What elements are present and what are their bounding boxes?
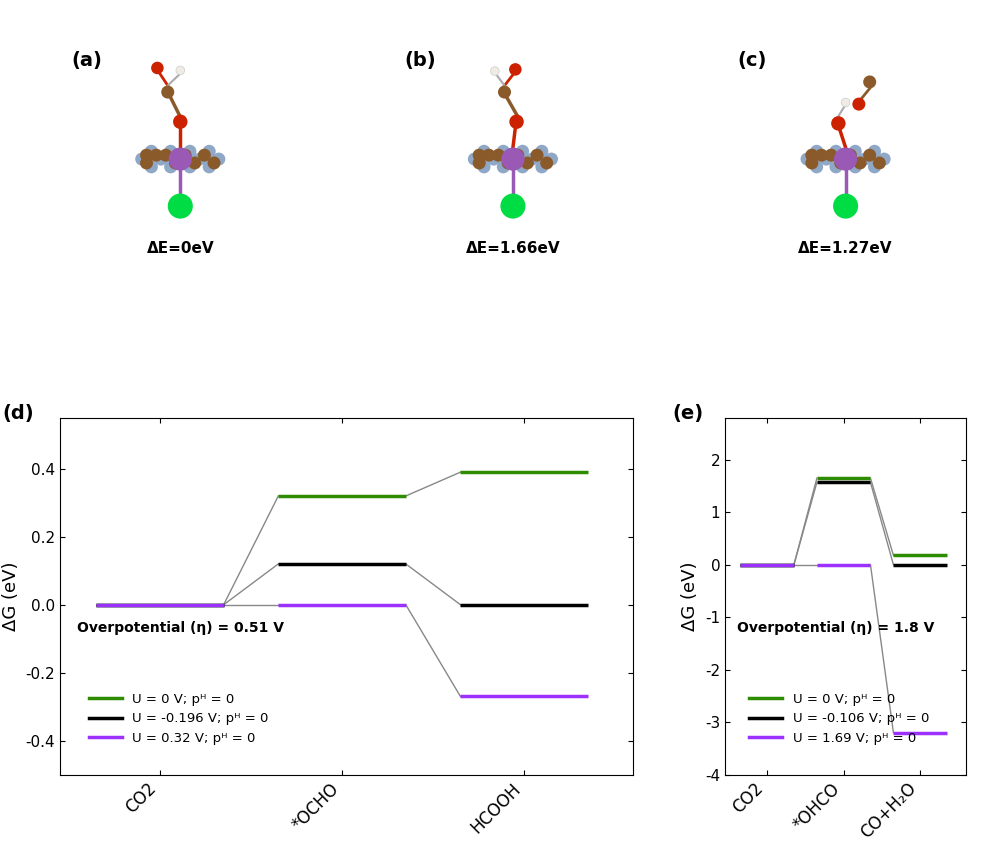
Circle shape — [212, 152, 225, 166]
Circle shape — [810, 145, 823, 157]
Legend: U = 0 V; pᴴ = 0, U = -0.196 V; pᴴ = 0, U = 0.32 V; pᴴ = 0: U = 0 V; pᴴ = 0, U = -0.196 V; pᴴ = 0, U… — [84, 687, 274, 750]
Text: (a): (a) — [72, 51, 103, 70]
Circle shape — [193, 152, 206, 166]
Circle shape — [164, 145, 177, 157]
Circle shape — [833, 194, 859, 219]
Circle shape — [864, 149, 876, 162]
Circle shape — [482, 149, 495, 162]
Circle shape — [501, 147, 525, 171]
Circle shape — [492, 149, 505, 162]
Circle shape — [536, 160, 549, 173]
Text: (c): (c) — [737, 51, 767, 70]
Circle shape — [151, 61, 163, 74]
Circle shape — [477, 145, 490, 157]
Circle shape — [834, 147, 858, 171]
Circle shape — [839, 152, 853, 166]
Circle shape — [815, 149, 828, 162]
Circle shape — [203, 145, 216, 157]
Circle shape — [144, 160, 158, 173]
Circle shape — [144, 145, 158, 157]
Circle shape — [849, 160, 862, 173]
Circle shape — [521, 157, 534, 169]
Circle shape — [853, 98, 866, 110]
Circle shape — [859, 152, 872, 166]
Circle shape — [835, 157, 848, 169]
Circle shape — [806, 149, 819, 162]
Circle shape — [854, 157, 867, 169]
Circle shape — [531, 149, 544, 162]
Circle shape — [545, 152, 558, 166]
Circle shape — [872, 157, 885, 169]
Circle shape — [516, 145, 529, 157]
Legend: U = 0 V; pᴴ = 0, U = -0.106 V; pᴴ = 0, U = 1.69 V; pᴴ = 0: U = 0 V; pᴴ = 0, U = -0.106 V; pᴴ = 0, U… — [744, 687, 934, 750]
Circle shape — [868, 160, 881, 173]
Circle shape — [487, 152, 500, 166]
Circle shape — [506, 152, 520, 166]
Circle shape — [490, 67, 499, 76]
Circle shape — [502, 157, 515, 169]
Circle shape — [167, 194, 193, 219]
Circle shape — [830, 160, 843, 173]
Text: ΔE=0eV: ΔE=0eV — [146, 241, 214, 256]
Y-axis label: ΔG (eV): ΔG (eV) — [681, 562, 699, 631]
Circle shape — [207, 157, 220, 169]
Circle shape — [159, 149, 172, 162]
Circle shape — [154, 152, 167, 166]
Text: (d): (d) — [2, 403, 34, 423]
Circle shape — [497, 160, 510, 173]
Text: ΔE=1.66eV: ΔE=1.66eV — [465, 241, 561, 256]
Circle shape — [849, 145, 862, 157]
Circle shape — [877, 152, 890, 166]
Circle shape — [516, 160, 529, 173]
Circle shape — [169, 157, 182, 169]
Circle shape — [509, 63, 522, 76]
Circle shape — [820, 152, 833, 166]
Circle shape — [868, 145, 881, 157]
Circle shape — [173, 152, 187, 166]
Circle shape — [864, 76, 876, 88]
Circle shape — [842, 98, 850, 107]
Text: (e): (e) — [672, 403, 703, 423]
Text: (b): (b) — [404, 51, 436, 70]
Circle shape — [178, 149, 191, 162]
Circle shape — [806, 157, 819, 169]
Circle shape — [140, 149, 153, 162]
Circle shape — [831, 116, 846, 131]
Circle shape — [844, 149, 857, 162]
Circle shape — [173, 115, 187, 129]
Circle shape — [477, 160, 490, 173]
Circle shape — [135, 152, 148, 166]
Circle shape — [511, 149, 524, 162]
Circle shape — [188, 157, 201, 169]
Circle shape — [540, 157, 553, 169]
Text: Overpotential (η) = 0.51 V: Overpotential (η) = 0.51 V — [77, 621, 284, 635]
Circle shape — [168, 147, 192, 171]
Circle shape — [140, 157, 153, 169]
Circle shape — [830, 145, 843, 157]
Circle shape — [500, 194, 526, 219]
Circle shape — [498, 86, 511, 99]
Y-axis label: ΔG (eV): ΔG (eV) — [2, 562, 20, 631]
Circle shape — [536, 145, 549, 157]
Circle shape — [198, 149, 211, 162]
Circle shape — [473, 157, 486, 169]
Circle shape — [164, 160, 177, 173]
Circle shape — [183, 160, 196, 173]
Circle shape — [509, 115, 524, 129]
Circle shape — [497, 145, 510, 157]
Circle shape — [526, 152, 539, 166]
Circle shape — [810, 160, 823, 173]
Text: ΔE=1.27eV: ΔE=1.27eV — [799, 241, 892, 256]
Circle shape — [825, 149, 838, 162]
Circle shape — [473, 149, 486, 162]
Circle shape — [161, 86, 174, 99]
Circle shape — [801, 152, 814, 166]
Circle shape — [149, 149, 162, 162]
Circle shape — [176, 66, 184, 75]
Circle shape — [183, 145, 196, 157]
Circle shape — [203, 160, 216, 173]
Circle shape — [468, 152, 481, 166]
Text: Overpotential (η) = 1.8 V: Overpotential (η) = 1.8 V — [737, 621, 934, 635]
